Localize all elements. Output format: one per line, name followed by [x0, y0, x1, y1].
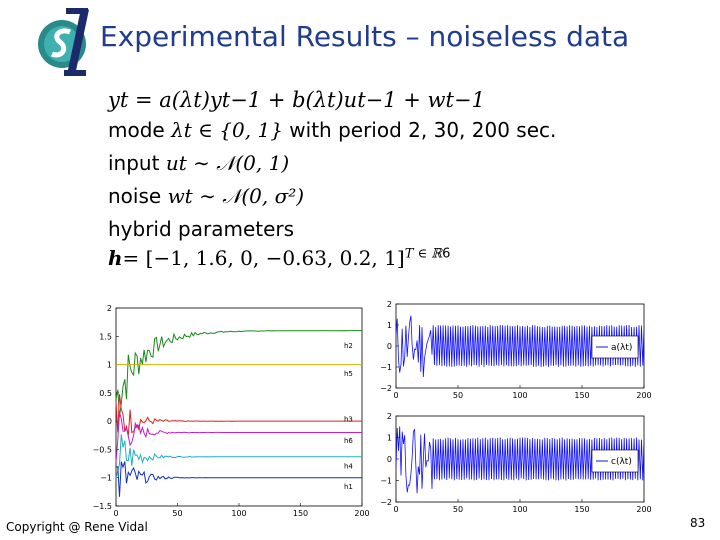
- y-tick-label: 0: [107, 417, 112, 426]
- parameter-convergence-chart: 2 1.5 1 0.5 0 −0.5 −1 −1.5 0 50 100 150 200 h2 h5 h3 h…: [93, 304, 370, 518]
- x-tick-label: 150: [574, 505, 589, 514]
- y-tick-label: 0.5: [99, 389, 112, 398]
- copyright-footer: Copyright @ Rene Vidal: [6, 520, 148, 534]
- y-tick-label: 0: [387, 342, 392, 351]
- x-tick-label: 50: [453, 505, 463, 514]
- x-tick-label: 200: [636, 505, 651, 514]
- y-tick-label: −1: [380, 363, 392, 372]
- y-tick-label: −2: [380, 498, 392, 507]
- mode-period: with period 2, 30, 200 sec.: [289, 118, 557, 142]
- x-tick-label: 100: [512, 391, 527, 398]
- mode-math: λt ∈ {0, 1}: [171, 118, 283, 142]
- a-lambda-legend: a(λt): [611, 343, 632, 353]
- a-lambda-chart: 210−1−20 50 100 150 200 a(λt): [380, 300, 651, 398]
- y-tick-label: 2: [387, 412, 392, 421]
- series-line-h3: [115, 394, 362, 436]
- y-tick-label: −2: [380, 384, 392, 393]
- input-math: ut ∼ 𝒩(0, 1): [165, 151, 290, 175]
- x-tick-label: 50: [453, 391, 463, 398]
- y-tick-label: −0.5: [93, 445, 112, 454]
- series-label-h1: h1: [344, 483, 353, 491]
- input-line: input ut ∼ 𝒩(0, 1): [108, 151, 289, 175]
- x-tick-label: 100: [512, 505, 527, 514]
- y-tick-label: 2: [107, 304, 112, 313]
- noise-math: wt ∼ 𝒩(0, σ²): [167, 184, 305, 208]
- input-label: input: [108, 151, 160, 175]
- c-lambda-chart: 210−1−20 50 100 150 200 c(λt): [380, 412, 651, 514]
- y-tick-label: 1: [387, 434, 392, 443]
- series-line-h2: [115, 330, 362, 418]
- y-tick-label: −1: [380, 477, 392, 486]
- x-tick-label: 50: [172, 509, 182, 518]
- h-values: = [−1, 1.6, 0, −0.63, 0.2, 1]: [122, 246, 405, 270]
- series-label-h6: h6: [344, 437, 353, 445]
- x-tick-label: 200: [354, 509, 369, 518]
- mode-line: mode λt ∈ {0, 1} with period 2, 30, 200 …: [108, 118, 556, 142]
- x-tick-label: 150: [293, 509, 308, 518]
- x-tick-label: 0: [393, 391, 398, 398]
- x-tick-label: 0: [113, 509, 118, 518]
- series-label-h4: h4: [344, 462, 353, 470]
- x-tick-label: 0: [393, 505, 398, 514]
- model-equation: yt = a(λt)yt−1 + b(λt)ut−1 + wt−1: [108, 88, 485, 112]
- page-number: 83: [690, 516, 706, 530]
- institute-logo: [38, 7, 89, 77]
- series-line-h4: [115, 434, 362, 479]
- series-label-h5: h5: [344, 370, 353, 378]
- series-label-h3: h3: [344, 415, 353, 423]
- mode-label: mode: [108, 118, 165, 142]
- y-tick-label: −1.5: [93, 502, 112, 511]
- x-tick-label: 200: [636, 391, 651, 398]
- h-dimension: 6: [442, 246, 451, 262]
- h-symbol: h: [108, 246, 123, 270]
- noise-label: noise: [108, 184, 162, 208]
- series-label-h2: h2: [344, 342, 353, 350]
- series-line-h1: [115, 461, 362, 497]
- y-tick-label: 1: [387, 321, 392, 330]
- x-tick-label: 100: [231, 509, 246, 518]
- y-tick-label: 1: [107, 361, 112, 370]
- y-tick-label: 0: [387, 455, 392, 464]
- x-tick-label: 150: [574, 391, 589, 398]
- h-transpose: T ∈ ℝ: [404, 246, 443, 262]
- h-vector-line: h= [−1, 1.6, 0, −0.63, 0.2, 1]T ∈ ℝ6: [108, 246, 450, 270]
- hybrid-label: hybrid parameters: [108, 217, 295, 241]
- y-tick-label: −1: [100, 474, 112, 483]
- y-tick-label: 2: [387, 300, 392, 309]
- y-tick-label: 1.5: [99, 332, 112, 341]
- slide-title: Experimental Results – noiseless data: [100, 20, 630, 53]
- c-lambda-legend: c(λt): [611, 457, 632, 467]
- series-line-h6: [115, 411, 362, 463]
- noise-line: noise wt ∼ 𝒩(0, σ²): [108, 184, 304, 208]
